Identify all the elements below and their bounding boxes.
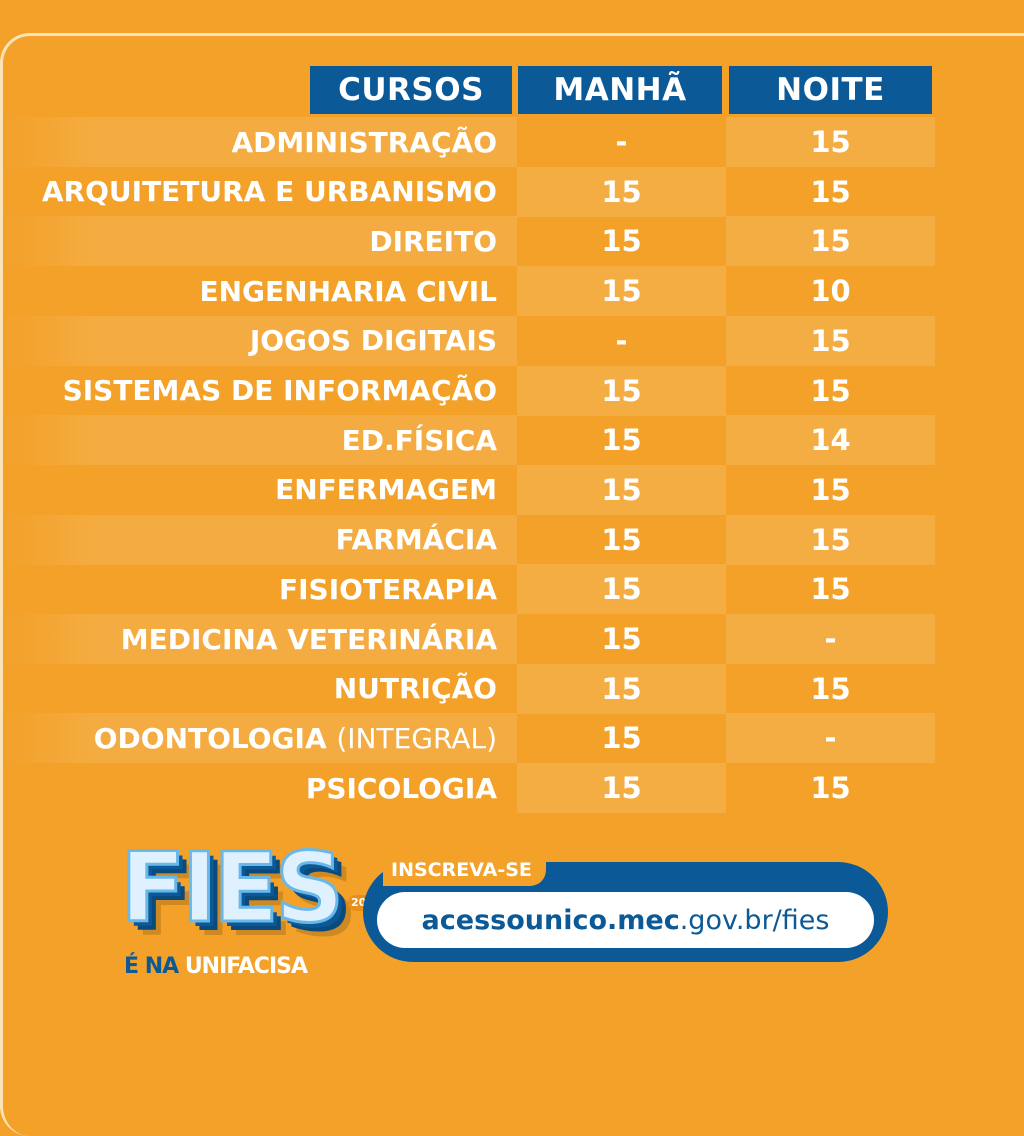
manha-value: 15 xyxy=(601,224,642,259)
course-label: ENFERMAGEM xyxy=(275,473,497,507)
course-name: ADMINISTRAÇÃO xyxy=(0,117,517,167)
header-noite: NOITE xyxy=(729,66,932,114)
table-row: ODONTOLOGIA (INTEGRAL) 15 - xyxy=(0,713,1000,764)
course-name: ENGENHARIA CIVIL xyxy=(0,266,517,316)
course-label: NUTRIÇÃO xyxy=(333,672,497,706)
course-name: ENFERMAGEM xyxy=(0,465,517,515)
table-row: ADMINISTRAÇÃO - 15 xyxy=(0,117,1000,167)
table-row: FISIOTERAPIA 15 15 xyxy=(0,564,1000,615)
course-name: FISIOTERAPIA xyxy=(0,564,517,614)
url-bold: acessounico.mec xyxy=(421,904,680,936)
course-label: MEDICINA VETERINÁRIA xyxy=(120,622,497,656)
noite-value: 15 xyxy=(810,572,851,607)
course-name: NUTRIÇÃO xyxy=(0,664,517,714)
course-name: PSICOLOGIA xyxy=(0,763,517,813)
course-label: ADMINISTRAÇÃO xyxy=(231,125,497,159)
manha-value: 15 xyxy=(601,721,642,756)
table-row: PSICOLOGIA 15 15 xyxy=(0,763,1000,814)
signup-label: INSCREVA-SE xyxy=(383,856,546,886)
noite-value: 15 xyxy=(726,514,935,565)
course-name: ARQUITETURA E URBANISMO xyxy=(0,167,517,217)
manha-value: - xyxy=(615,323,628,358)
noite-value: 15 xyxy=(810,771,851,806)
course-label: ARQUITETURA E URBANISMO xyxy=(41,175,497,209)
table-row: SISTEMAS DE INFORMAÇÃO 15 15 xyxy=(0,365,1000,416)
course-label: FISIOTERAPIA xyxy=(279,572,497,606)
noite-value: 15 xyxy=(810,174,851,209)
header-manha: MANHÃ xyxy=(518,66,722,114)
table-row: NUTRIÇÃO 15 15 xyxy=(0,663,1000,714)
noite-value: 15 xyxy=(810,373,851,408)
noite-value: 15 xyxy=(810,671,851,706)
course-name: FARMÁCIA xyxy=(0,514,517,565)
manha-value: 15 xyxy=(601,522,642,557)
decorative-frame xyxy=(0,33,1024,1136)
signup-banner: INSCREVA-SE acessounico.mec .gov.br/fies xyxy=(363,856,888,962)
course-label: SISTEMAS DE INFORMAÇÃO xyxy=(62,374,497,407)
manha-value: 15 xyxy=(517,564,726,615)
logo-top: FIES 2023 xyxy=(118,832,385,944)
manha-value: 15 xyxy=(517,266,726,317)
course-name: MEDICINA VETERINÁRIA xyxy=(0,614,517,664)
noite-value: - xyxy=(726,713,935,764)
course-name: ED.FÍSICA xyxy=(0,415,517,466)
course-label: PSICOLOGIA xyxy=(305,771,497,805)
table-row: ENGENHARIA CIVIL 15 10 xyxy=(0,266,1000,317)
noite-value: - xyxy=(726,614,935,664)
manha-value: 15 xyxy=(517,464,726,515)
logo-unifacisa: UNIFACISA xyxy=(184,954,308,979)
table-row: FARMÁCIA 15 15 xyxy=(0,514,1000,565)
table-row: ARQUITETURA E URBANISMO 15 15 xyxy=(0,166,1000,217)
manha-value: - xyxy=(615,125,628,159)
course-label: FARMÁCIA xyxy=(335,523,497,557)
url-rest: .gov.br/fies xyxy=(679,904,830,936)
header-cursos: CURSOS xyxy=(310,66,512,114)
course-label: JOGOS DIGITAIS xyxy=(249,324,497,358)
fies-logo: FIES 2023 É NA UNIFACISA xyxy=(118,835,385,986)
course-name: ODONTOLOGIA (INTEGRAL) xyxy=(0,713,517,764)
manha-value: 15 xyxy=(517,365,726,416)
logo-fies-text: FIES xyxy=(118,832,345,944)
noite-value: 15 xyxy=(726,315,935,366)
table-row: MEDICINA VETERINÁRIA 15 - xyxy=(0,614,1000,664)
manha-value: 15 xyxy=(517,763,726,814)
table-row: JOGOS DIGITAIS - 15 xyxy=(0,315,1000,366)
noite-value: 14 xyxy=(726,415,935,466)
table-row: ENFERMAGEM 15 15 xyxy=(0,464,1000,515)
course-note: (INTEGRAL) xyxy=(336,721,497,755)
manha-value: 15 xyxy=(517,663,726,714)
logo-e-na: É NA xyxy=(124,954,179,979)
manha-value: 15 xyxy=(601,622,642,656)
noite-value: 15 xyxy=(810,472,851,507)
table-row: ED.FÍSICA 15 14 xyxy=(0,415,1000,466)
logo-tagline: É NA UNIFACISA xyxy=(124,954,308,980)
course-label: DIREITO xyxy=(369,224,497,258)
noite-value: 10 xyxy=(810,274,851,309)
course-label: ENGENHARIA CIVIL xyxy=(199,274,498,308)
course-name: DIREITO xyxy=(0,216,517,267)
table-row: DIREITO 15 15 xyxy=(0,216,1000,267)
course-name: SISTEMAS DE INFORMAÇÃO xyxy=(0,366,517,416)
manha-value: 15 xyxy=(601,423,642,458)
course-label: ED.FÍSICA xyxy=(341,423,497,457)
noite-value: 15 xyxy=(726,117,935,167)
course-label: ODONTOLOGIA xyxy=(93,721,327,755)
signup-url-link[interactable]: acessounico.mec .gov.br/fies xyxy=(377,892,874,948)
course-name: JOGOS DIGITAIS xyxy=(0,315,517,366)
manha-value: 15 xyxy=(517,166,726,217)
noite-value: 15 xyxy=(726,216,935,267)
